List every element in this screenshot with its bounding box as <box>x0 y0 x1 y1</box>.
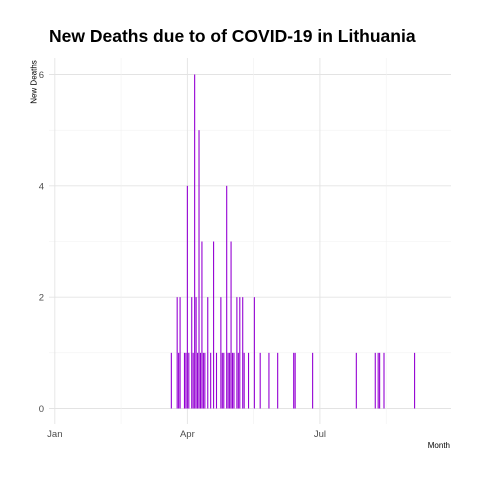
bar <box>277 352 279 409</box>
bar <box>268 352 270 409</box>
bar <box>176 297 178 409</box>
bar <box>223 352 225 409</box>
bar <box>383 352 385 409</box>
bar <box>221 352 223 409</box>
bar <box>220 297 222 409</box>
bar <box>195 297 197 409</box>
y-tick-label: 6 <box>39 70 44 81</box>
gridlines <box>49 58 451 424</box>
bar <box>243 352 245 409</box>
bar <box>207 297 209 409</box>
bar <box>213 241 215 409</box>
bar-series <box>170 74 416 409</box>
bar <box>229 352 231 409</box>
bar <box>231 352 234 409</box>
bar <box>294 352 296 409</box>
bar <box>377 352 379 409</box>
x-tick-label: Jul <box>314 429 326 440</box>
bar <box>239 297 241 409</box>
bar <box>178 352 180 409</box>
y-tick-label: 4 <box>39 181 44 192</box>
bar <box>414 352 416 409</box>
bar <box>237 352 239 409</box>
x-tick-label: Jan <box>47 429 62 440</box>
bar <box>355 352 357 409</box>
bar <box>215 352 218 409</box>
x-axis-label: Month <box>427 441 450 450</box>
bar <box>259 352 261 409</box>
bar <box>183 352 186 409</box>
bar <box>236 297 238 409</box>
bar <box>242 297 244 409</box>
bar <box>197 352 199 409</box>
bar <box>247 352 250 409</box>
bar <box>379 352 381 409</box>
bar <box>185 352 187 409</box>
chart-title: New Deaths due to of COVID-19 in Lithuan… <box>49 26 416 46</box>
bar <box>192 352 194 409</box>
bar <box>204 352 206 409</box>
bar <box>227 352 229 409</box>
bar <box>226 185 228 409</box>
bar <box>233 352 235 409</box>
bar <box>191 297 193 409</box>
bar <box>186 185 188 409</box>
bar <box>194 74 196 409</box>
y-tick-labels: 0 2 4 6 <box>39 70 44 415</box>
bar <box>253 297 255 409</box>
bar <box>210 352 212 409</box>
bar <box>170 352 172 409</box>
x-tick-label: Apr <box>180 429 195 440</box>
y-tick-label: 2 <box>39 293 44 304</box>
bar <box>179 297 181 409</box>
bar <box>202 352 204 409</box>
x-tick-labels: Jan Apr Jul <box>47 429 326 440</box>
bar <box>199 352 202 409</box>
bar <box>201 241 203 409</box>
bar <box>374 352 376 409</box>
bar <box>230 241 232 409</box>
bar <box>293 352 295 409</box>
bar <box>188 352 190 409</box>
bar <box>312 352 314 409</box>
y-tick-label: 0 <box>39 404 44 415</box>
bar <box>198 130 200 409</box>
